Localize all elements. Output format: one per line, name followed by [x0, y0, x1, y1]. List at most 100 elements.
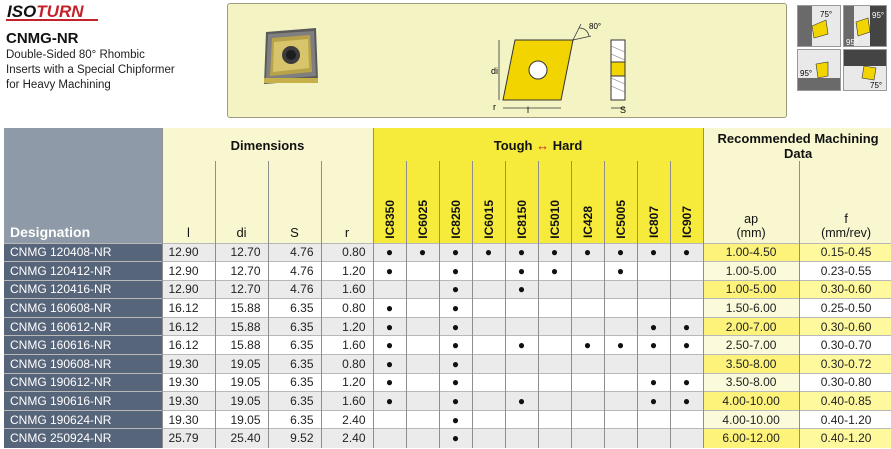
grade-availability-cell: ●	[637, 335, 671, 355]
grade-availability-cell	[472, 316, 506, 336]
grade-availability-cell: ●	[372, 242, 407, 262]
grade-availability-cell: ●	[439, 354, 473, 374]
grade-availability-cell	[538, 335, 572, 355]
description-line: for Heavy Machining	[6, 79, 111, 91]
grade-availability-cell	[604, 409, 638, 429]
grade-availability-cell	[538, 316, 572, 336]
grade-availability-cell: ●	[571, 335, 605, 355]
dim-l-cell: 19.30	[162, 409, 216, 429]
grade-availability-cell	[505, 428, 539, 448]
grade-availability-cell	[472, 279, 506, 299]
ap-cell: 4.00-10.00	[702, 409, 800, 429]
f-cell: 0.30-0.72	[799, 354, 891, 374]
col-header-s: S	[268, 161, 322, 243]
description-line: Double-Sided 80° Rhombic	[6, 49, 145, 61]
grade-header: IC807	[637, 161, 671, 243]
grade-availability-cell	[505, 372, 539, 392]
grade-availability-cell: ●	[670, 372, 704, 392]
grade-availability-cell: ●	[670, 335, 704, 355]
grade-availability-cell: ●	[439, 279, 473, 299]
dim-l-cell: 12.90	[162, 261, 216, 281]
designation-cell: CNMG 120416-NR	[4, 279, 163, 299]
ap-cell: 2.50-7.00	[702, 335, 800, 355]
ap-cell: 2.00-7.00	[702, 316, 800, 336]
dim-r-cell: 0.80	[321, 242, 374, 262]
grade-availability-cell	[670, 261, 704, 281]
insert-geometry-drawing: 80° di l r S	[483, 14, 673, 115]
ap-unit: (mm)	[736, 225, 766, 240]
dim-l-label: l	[527, 105, 529, 114]
f-cell: 0.40-1.20	[799, 409, 891, 429]
grade-availability-cell: ●	[637, 242, 671, 262]
table-row: CNMG 190624-NR 19.30 19.05 6.35 2.40 ● 4.00-10…	[4, 409, 891, 429]
grade-availability-cell: ●	[670, 316, 704, 336]
grade-availability-cell: ●	[439, 261, 473, 281]
grade-availability-cell	[604, 279, 638, 299]
grade-availability-cell	[670, 279, 704, 299]
grade-availability-cell	[406, 409, 440, 429]
grade-availability-cell	[406, 279, 440, 299]
ap-cell: 1.00-5.00	[702, 261, 800, 281]
grade-availability-cell	[505, 298, 539, 318]
dim-r-cell: 0.80	[321, 354, 374, 374]
dimensions-header: Dimensions	[162, 128, 374, 161]
dim-s-cell: 6.35	[268, 335, 322, 355]
grade-availability-cell: ●	[439, 316, 473, 336]
dim-l-cell: 25.79	[162, 428, 216, 448]
grade-header: IC8350	[372, 161, 407, 243]
dim-r-cell: 0.80	[321, 298, 374, 318]
dim-s-cell: 6.35	[268, 354, 322, 374]
grade-availability-cell: ●	[604, 261, 638, 281]
grade-availability-cell	[538, 298, 572, 318]
grade-availability-cell	[604, 428, 638, 448]
grade-availability-cell	[472, 298, 506, 318]
table-row: CNMG 160616-NR 16.12 15.88 6.35 1.60 ● ● ● ● ● ● ● 2…	[4, 335, 891, 355]
f-cell: 0.40-0.85	[799, 391, 891, 411]
grade-availability-cell	[571, 279, 605, 299]
grade-availability-cell	[505, 409, 539, 429]
table-row: CNMG 190612-NR 19.30 19.05 6.35 1.20 ● ● ● ● 3.50…	[4, 372, 891, 392]
f-unit: (mm/rev)	[821, 225, 872, 240]
grade-availability-cell	[538, 428, 572, 448]
designation-cell: CNMG 120412-NR	[4, 261, 163, 281]
designation-cell: CNMG 190616-NR	[4, 391, 163, 411]
dim-r-cell: 1.20	[321, 316, 374, 336]
grade-availability-cell	[538, 279, 572, 299]
f-cell: 0.40-1.20	[799, 428, 891, 448]
dim-di-cell: 15.88	[215, 316, 269, 336]
designation-cell: CNMG 160608-NR	[4, 298, 163, 318]
ap-cell: 1.50-6.00	[702, 298, 800, 318]
grade-availability-cell	[372, 428, 407, 448]
angle-label: 95°	[872, 11, 884, 20]
grade-availability-cell	[670, 428, 704, 448]
grade-availability-cell	[538, 391, 572, 411]
grade-availability-cell	[505, 354, 539, 374]
grade-header: IC5005	[604, 161, 638, 243]
grade-availability-cell	[670, 298, 704, 318]
grade-availability-cell	[571, 372, 605, 392]
grade-availability-cell: ●	[439, 242, 473, 262]
grade-availability-cell: ●	[472, 242, 506, 262]
recommended-data-header: Recommended Machining Data	[702, 128, 891, 161]
grade-header: IC6015	[472, 161, 506, 243]
designation-cell: CNMG 190624-NR	[4, 409, 163, 429]
grade-availability-cell: ●	[372, 316, 407, 336]
grade-availability-cell: ●	[406, 242, 440, 262]
dim-s-cell: 6.35	[268, 409, 322, 429]
grade-availability-cell	[472, 372, 506, 392]
dim-r-cell: 1.60	[321, 391, 374, 411]
dim-s-cell: 6.35	[268, 391, 322, 411]
dim-l-cell: 19.30	[162, 372, 216, 392]
grade-availability-cell	[637, 428, 671, 448]
turning-95-icon: 95° 95°	[843, 5, 887, 47]
product-description: Double-Sided 80° Rhombic Inserts with a …	[6, 48, 206, 93]
dim-r-cell: 1.60	[321, 335, 374, 355]
grade-availability-cell: ●	[505, 335, 539, 355]
grade-availability-cell: ●	[505, 242, 539, 262]
grade-availability-cell: ●	[372, 354, 407, 374]
grade-availability-cell: ●	[637, 372, 671, 392]
grade-availability-cell: ●	[670, 242, 704, 262]
grade-availability-cell	[670, 409, 704, 429]
grade-availability-cell	[406, 428, 440, 448]
designation-cell: CNMG 160616-NR	[4, 335, 163, 355]
